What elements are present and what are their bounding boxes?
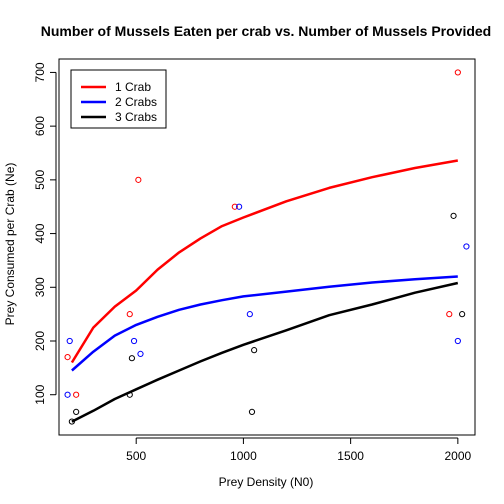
data-point [126, 391, 133, 398]
x-axis-label: Prey Density (N0) [219, 475, 314, 489]
y-tick-label: 200 [33, 331, 47, 351]
series-line [71, 281, 459, 423]
data-point [64, 354, 71, 361]
y-axis-label: Prey Consumed per Crab (Ne) [3, 163, 17, 326]
chart-title: Number of Mussels Eaten per crab vs. Num… [41, 23, 491, 39]
data-point [251, 347, 258, 354]
series-line [70, 159, 459, 364]
y-tick-label: 300 [33, 277, 47, 297]
data-point [126, 311, 133, 318]
data-point [450, 212, 457, 219]
data-point [459, 311, 466, 318]
data-point [231, 203, 238, 210]
data-point [64, 391, 71, 398]
data-point [128, 355, 136, 362]
plot-frame [58, 58, 476, 436]
series-line [71, 275, 458, 372]
y-tick-label: 700 [33, 62, 47, 82]
data-point [66, 337, 73, 345]
data-point [454, 337, 461, 345]
data-point [68, 418, 75, 425]
data-point [135, 176, 142, 183]
data-point [137, 350, 144, 357]
data-point [454, 69, 461, 76]
data-point [446, 311, 453, 318]
y-tick-label: 400 [33, 223, 47, 243]
y-tick-label: 500 [33, 170, 47, 190]
data-point [130, 337, 138, 345]
data-point [73, 391, 80, 398]
legend-label: 2 Crabs [115, 95, 157, 109]
data-point [246, 311, 253, 318]
x-tick-label: 2000 [444, 449, 471, 463]
legend-box [70, 69, 167, 129]
x-tick-label: 1500 [337, 449, 364, 463]
data-point [248, 408, 256, 416]
data-point [463, 243, 470, 250]
data-point [236, 203, 243, 210]
x-tick-label: 1000 [230, 449, 257, 463]
y-tick-label: 600 [33, 116, 47, 136]
y-tick-label: 100 [33, 384, 47, 404]
x-tick-label: 500 [126, 449, 146, 463]
legend-label: 1 Crab [115, 80, 151, 94]
data-point [73, 408, 80, 416]
legend-label: 3 Crabs [115, 110, 157, 124]
